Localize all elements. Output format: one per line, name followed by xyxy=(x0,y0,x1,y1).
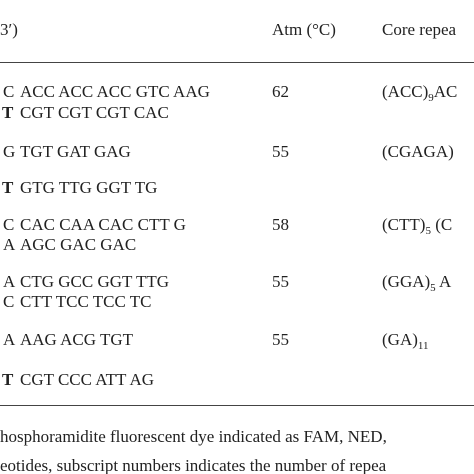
atm-value: 62 xyxy=(272,82,289,101)
primer-sequence: TGT GAT GAG xyxy=(20,142,131,161)
atm-value: 55 xyxy=(272,272,289,291)
atm-value: 55 xyxy=(272,142,289,161)
primer-sequence: CTT TCC TCC TC xyxy=(20,292,152,311)
primer-lead: T xyxy=(2,370,14,389)
core-part: (CTT) xyxy=(382,215,426,234)
primer-lead: A xyxy=(3,272,16,291)
core-part: 11 xyxy=(417,340,429,352)
footnote: eotides, subscript numbers indicates the… xyxy=(0,456,387,474)
core-repeat: (ACC)9AC xyxy=(382,82,457,108)
primer-lead: T xyxy=(2,103,14,122)
core-part: 5 xyxy=(425,225,431,237)
primer-sequence: AGC GAC GAC xyxy=(20,235,137,254)
core-part: (ACC) xyxy=(382,82,429,101)
header-primer: 3′) xyxy=(0,20,18,39)
primer-sequence: CGT CCC ATT AG xyxy=(20,370,154,389)
core-part: (CGAGA) xyxy=(382,142,454,161)
core-part: 5 xyxy=(430,282,436,294)
primer-lead: A xyxy=(3,235,16,254)
core-part: (C xyxy=(430,215,453,234)
footnote: hosphoramidite fluorescent dye indicated… xyxy=(0,427,387,446)
primer-sequence: AAG ACG TGT xyxy=(20,330,134,349)
primer-lead: A xyxy=(3,330,16,349)
header-rule xyxy=(0,62,474,63)
primer-lead: T xyxy=(2,178,14,197)
core-part: (GGA) xyxy=(382,272,431,291)
core-part: AC xyxy=(433,82,458,101)
header-core: Core repea xyxy=(382,20,457,39)
primer-lead: G xyxy=(3,142,16,161)
primer-lead: C xyxy=(3,215,15,234)
primer-sequence: CGT CGT CGT CAC xyxy=(20,103,169,122)
atm-value: 58 xyxy=(272,215,289,234)
bottom-rule xyxy=(0,405,474,406)
primer-sequence: GTG TTG GGT TG xyxy=(20,178,158,197)
header-atm: Atm (°C) xyxy=(272,20,336,39)
core-part: A xyxy=(435,272,452,291)
primer-sequence: CTG GCC GGT TTG xyxy=(20,272,170,291)
primer-sequence: ACC ACC ACC GTC AAG xyxy=(20,82,210,101)
core-repeat: (CGAGA) xyxy=(382,142,454,162)
core-repeat: (GGA)5 A xyxy=(382,272,451,298)
primer-lead: C xyxy=(3,82,15,101)
core-repeat: (GA)11 xyxy=(382,330,428,356)
core-repeat: (CTT)5 (C xyxy=(382,215,452,241)
primer-sequence: CAC CAA CAC CTT G xyxy=(20,215,186,234)
core-part: 9 xyxy=(428,92,434,104)
primer-lead: C xyxy=(3,292,15,311)
atm-value: 55 xyxy=(272,330,289,349)
core-part: (GA) xyxy=(382,330,418,349)
